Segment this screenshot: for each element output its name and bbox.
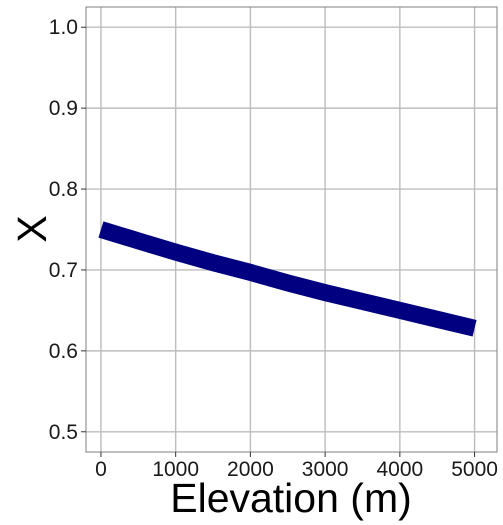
y-tick-label-0: 0.5 [49,421,78,444]
y-tick-label-3: 0.8 [49,178,78,201]
gridlines [86,7,497,452]
y-tick-label-1: 0.6 [49,340,78,363]
x-axis-title: Elevation (m) [170,475,412,521]
x-tick-label-0: 0 [95,458,107,481]
plot-panel-border [85,6,498,453]
y-tick-label-5: 1.0 [49,16,78,39]
series-line-0 [98,221,477,337]
series-layer [98,221,477,337]
x-tick-label-1: 1000 [152,458,199,481]
y-axis-title: X [9,215,55,242]
axis-ticks: 0 1000 2000 3000 4000 5000 0.5 0.6 0.7 0.8 0.9 1.0 [49,16,498,481]
x-tick-label-3: 3000 [302,458,349,481]
x-tick-label-2: 2000 [227,458,274,481]
x-tick-label-5: 5000 [451,458,498,481]
y-tick-label-4: 0.9 [49,97,78,120]
y-tick-label-2: 0.7 [49,259,78,282]
x-tick-label-4: 4000 [376,458,423,481]
